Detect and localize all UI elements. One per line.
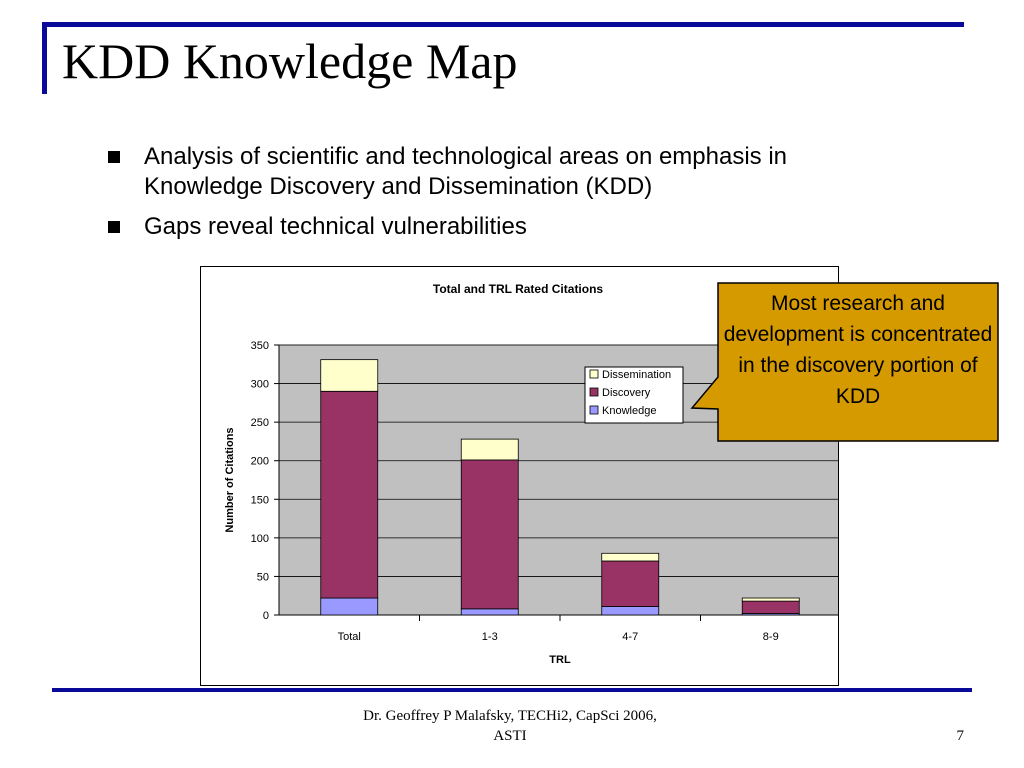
page-number: 7 [956, 728, 965, 744]
bar-dissemination [741, 597, 800, 602]
square-bullet-icon [108, 151, 120, 163]
y-tick-label: 250 [251, 417, 269, 429]
legend-label: Knowledge [602, 405, 656, 417]
slide-title: KDD Knowledge Map [62, 33, 518, 89]
bullet-item: Analysis of scientific and technological… [108, 142, 908, 202]
bar-discovery [601, 560, 660, 607]
left-rule [42, 22, 47, 94]
bar-knowledge [320, 597, 379, 616]
footer-line-1: Dr. Geoffrey P Malafsky, TECHi2, CapSci … [363, 708, 657, 724]
y-tick-label: 300 [251, 379, 269, 391]
bar-knowledge [601, 606, 660, 616]
x-tick-label: Total [338, 631, 361, 643]
bullet-item: Gaps reveal technical vulnerabilities [108, 212, 908, 242]
legend-swatch-dissemination [589, 369, 599, 379]
bar-discovery [460, 459, 519, 610]
footer-line-2: ASTI [493, 728, 527, 744]
y-tick-label: 100 [251, 533, 269, 545]
bar-dissemination [460, 438, 519, 461]
bullet-list: Analysis of scientific and technological… [108, 142, 908, 252]
callout-shape [690, 282, 999, 442]
footer: Dr. Geoffrey P Malafsky, TECHi2, CapSci … [310, 706, 710, 746]
legend-label: Discovery [602, 387, 651, 399]
x-tick-label: 4-7 [622, 631, 638, 643]
callout-box [690, 282, 999, 442]
bar-discovery [741, 600, 800, 614]
bullet-text: Gaps reveal technical vulnerabilities [144, 213, 527, 240]
bullet-text: Analysis of scientific and technological… [144, 143, 788, 200]
y-axis-label: Number of Citations [224, 427, 236, 532]
y-tick-label: 200 [251, 456, 269, 468]
bar-knowledge [460, 608, 519, 616]
top-rule [42, 22, 964, 27]
chart-title: Total and TRL Rated Citations [433, 282, 604, 296]
legend-swatch-knowledge [589, 405, 599, 415]
y-tick-label: 350 [251, 340, 269, 352]
bar-dissemination [601, 552, 660, 562]
callout-text: Most research and development is concent… [723, 292, 993, 408]
bar-dissemination [320, 359, 379, 392]
x-tick-label: 1-3 [482, 631, 498, 643]
bar-discovery [320, 390, 379, 599]
bottom-rule [52, 688, 972, 692]
x-axis-label: TRL [549, 654, 571, 666]
y-tick-label: 50 [257, 571, 269, 583]
y-tick-label: 150 [251, 494, 269, 506]
square-bullet-icon [108, 221, 120, 233]
stacked-bar-chart: Total and TRL Rated Citations 0 50 100 150 20… [224, 282, 838, 666]
y-tick-label: 0 [263, 610, 269, 622]
x-tick-label: 8-9 [763, 631, 779, 643]
legend-box [584, 366, 684, 424]
legend-swatch-discovery [589, 387, 599, 397]
legend-label: Dissemination [602, 369, 671, 381]
